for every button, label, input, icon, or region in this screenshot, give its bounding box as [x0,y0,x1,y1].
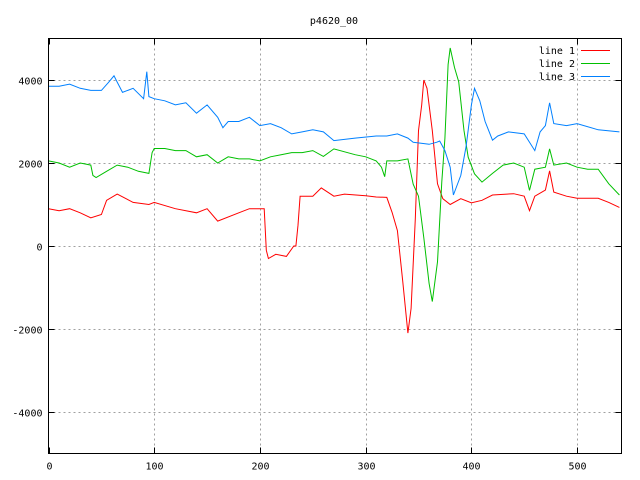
grid [48,38,622,454]
y-tick-label: 4000 [18,77,42,88]
series-line-1 [48,79,620,334]
x-tick-label: 200 [251,462,269,473]
axis-ticks: 0 100 200 300 400 500 -4000 -2000 0 2000 4000 [12,38,622,473]
y-tick-label: 2000 [18,160,42,171]
series-line-2 [48,47,620,302]
y-tick-label: -2000 [12,326,42,337]
x-tick-label: 0 [46,462,52,473]
x-tick-label: 400 [462,462,480,473]
series-line-3 [48,71,620,196]
chart-title: p4620_00 [310,16,358,27]
series-group [48,47,620,334]
x-tick-label: 100 [145,462,163,473]
legend-label: line 3 [539,72,575,83]
x-tick-label: 300 [357,462,375,473]
legend-label: line 1 [539,46,575,57]
x-tick-label: 500 [568,462,586,473]
plot-frame [48,38,622,454]
legend: line 1 line 2 line 3 [539,46,610,83]
y-tick-label: 0 [36,243,42,254]
legend-label: line 2 [539,59,575,70]
y-tick-label: -4000 [12,409,42,420]
